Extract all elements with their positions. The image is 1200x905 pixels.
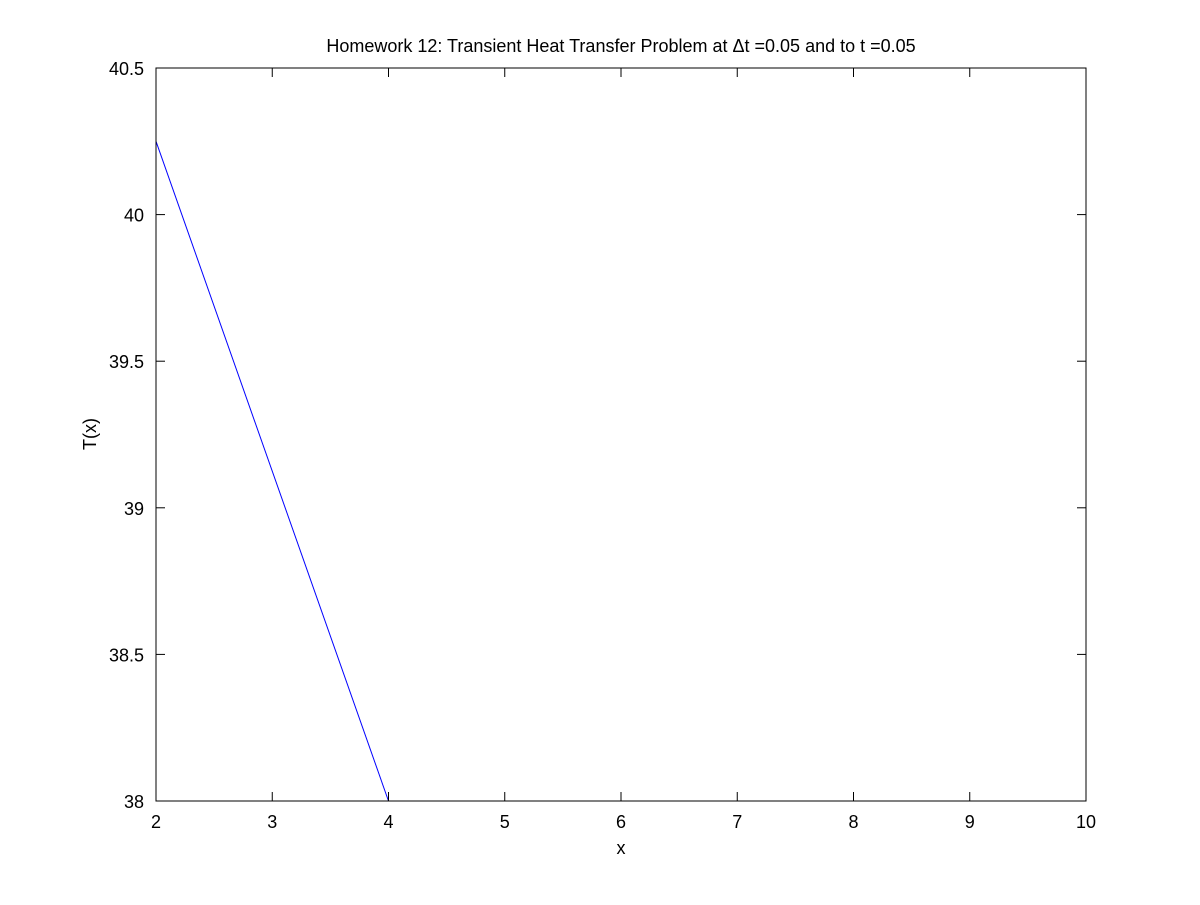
ticks-layer: 2 3 4 5 6 7 8 9 10 38 38.5 39 39.5 40 40.5: [109, 59, 1096, 832]
x-tick-label: 10: [1076, 812, 1096, 832]
x-axis-label: x: [617, 838, 626, 858]
x-tick-label: 2: [151, 812, 161, 832]
plot-area: [156, 68, 1086, 801]
x-tick-label: 3: [267, 812, 277, 832]
x-tick-label: 6: [616, 812, 626, 832]
y-axis-label: T(x): [80, 418, 100, 450]
y-tick-label: 39.5: [109, 352, 144, 372]
y-tick-label: 40: [124, 206, 144, 226]
y-tick-label: 38.5: [109, 645, 144, 665]
x-tick-label: 4: [383, 812, 393, 832]
y-tick-label: 40.5: [109, 59, 144, 79]
x-tick-label: 7: [732, 812, 742, 832]
y-tick-label: 39: [124, 499, 144, 519]
x-tick-label: 5: [500, 812, 510, 832]
series-line-1: [155, 141, 389, 802]
chart-title: Homework 12: Transient Heat Transfer Pro…: [326, 36, 915, 56]
y-tick-label: 38: [124, 792, 144, 812]
x-tick-label: 8: [848, 812, 858, 832]
x-tick-label: 9: [965, 812, 975, 832]
series-layer: [155, 141, 389, 802]
